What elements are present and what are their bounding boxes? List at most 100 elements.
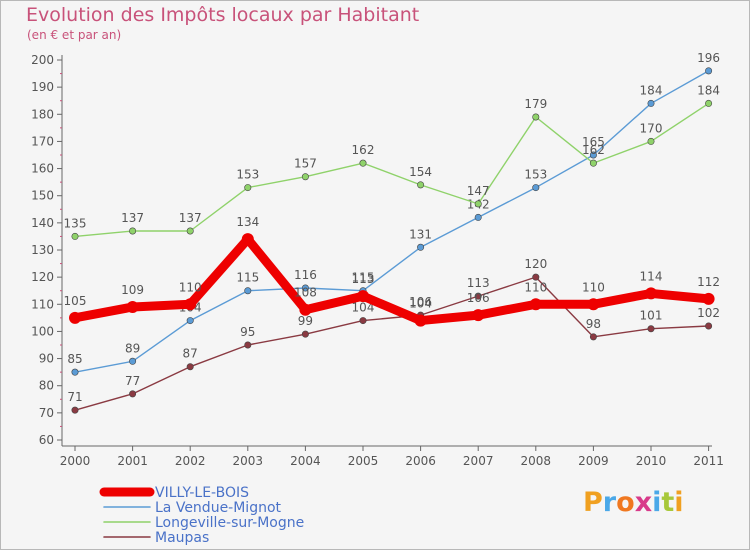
chart-subtitle: (en € et par an) (27, 28, 122, 42)
data-point (532, 113, 540, 121)
data-label: 87 (183, 347, 198, 361)
logo-letter: x (634, 487, 653, 518)
y-tick-label: 180 (31, 107, 54, 121)
logo-letter: P (583, 487, 603, 518)
logo-letter: t (661, 487, 675, 518)
data-point (702, 292, 715, 305)
data-label: 137 (121, 211, 144, 225)
chart-axes: 60 70 80 90 100 110 120 130 140 150 160 170 180 190 20… (31, 53, 724, 468)
data-label: 157 (294, 157, 317, 171)
data-label: 162 (582, 143, 605, 157)
data-point (472, 309, 485, 322)
data-label: 153 (524, 168, 547, 182)
proxiti-logo: Proxiti (583, 487, 684, 518)
x-tick-label: 2011 (693, 454, 724, 468)
data-point (301, 284, 309, 292)
logo-letter: o (616, 487, 635, 518)
data-label: 179 (524, 97, 547, 111)
data-point (532, 184, 540, 192)
series-layer: 8589104115116115131142153165184196135137… (64, 51, 720, 414)
data-point (69, 311, 81, 324)
data-label: 109 (121, 283, 144, 297)
data-label: 196 (697, 51, 720, 65)
data-point (244, 341, 252, 349)
data-label: 95 (240, 325, 255, 339)
data-label: 85 (67, 352, 82, 366)
data-point (474, 292, 482, 300)
legend-label: Longeville-sur-Mogne (155, 515, 304, 531)
data-label: 113 (352, 272, 375, 286)
y-tick-label: 60 (39, 433, 54, 447)
legend-label: La Vendue-Mignot (155, 500, 282, 516)
data-label: 116 (294, 268, 317, 282)
data-label: 106 (467, 291, 490, 305)
data-point (301, 330, 309, 338)
data-point (186, 227, 194, 235)
series-1: 8589104115116115131142153165184196 (67, 51, 720, 376)
data-point (647, 325, 655, 333)
data-label: 184 (640, 83, 663, 97)
data-label: 98 (586, 317, 601, 331)
y-tick-label: 150 (31, 189, 54, 203)
data-label: 112 (697, 275, 720, 289)
y-tick-label: 140 (31, 216, 54, 230)
y-tick-label: 120 (31, 270, 54, 284)
y-tick-label: 90 (39, 352, 54, 366)
data-label: 165 (582, 135, 605, 149)
data-label: 89 (125, 341, 140, 355)
data-label: 101 (640, 309, 663, 323)
series-line (74, 102, 710, 238)
data-label: 153 (236, 168, 259, 182)
data-label: 99 (298, 314, 313, 328)
data-label: 108 (294, 286, 317, 300)
data-point (71, 232, 79, 240)
data-point (359, 317, 367, 325)
data-label: 135 (64, 216, 87, 230)
data-point (705, 67, 713, 75)
data-label: 110 (582, 280, 605, 294)
data-point (417, 243, 425, 251)
x-tick-label: 2003 (233, 454, 264, 468)
y-tick-label: 70 (39, 406, 54, 420)
data-point (244, 184, 252, 192)
data-label: 115 (236, 271, 259, 285)
data-point (474, 213, 482, 221)
data-point (645, 287, 657, 300)
logo-letter: i (674, 487, 684, 518)
data-label: 184 (697, 83, 720, 97)
x-tick-label: 2006 (405, 454, 436, 468)
x-tick-label: 2005 (348, 454, 379, 468)
x-tick-label: 2001 (117, 454, 148, 468)
legend-label: VILLY-LE-BOIS (155, 485, 249, 501)
data-point (129, 227, 137, 235)
data-label: 134 (236, 215, 259, 229)
series-line (70, 234, 714, 326)
data-label: 137 (179, 211, 202, 225)
data-point (301, 173, 309, 181)
data-point (129, 357, 137, 365)
series-2: 135 137 137 153 157 162 154 147 179 162 170 184 (64, 83, 720, 240)
data-point (299, 303, 312, 316)
data-point (186, 317, 194, 325)
data-point (241, 233, 254, 246)
data-label: 104 (409, 297, 432, 311)
data-label: 120 (524, 257, 547, 271)
data-point (532, 273, 540, 281)
data-label: 110 (179, 280, 202, 294)
data-point (705, 99, 713, 107)
y-tick-label: 170 (31, 134, 54, 148)
x-tick-label: 2002 (175, 454, 206, 468)
data-label: 110 (524, 280, 547, 294)
y-tick-label: 80 (39, 379, 54, 393)
data-point (529, 298, 542, 311)
data-label: 131 (409, 227, 432, 241)
y-tick-label: 100 (31, 324, 54, 338)
chart-title: Evolution des Impôts locaux par Habitant (26, 4, 420, 26)
data-label: 170 (640, 121, 663, 135)
y-tick-label: 190 (31, 80, 54, 94)
data-label: 105 (64, 294, 87, 308)
data-point (417, 181, 425, 189)
